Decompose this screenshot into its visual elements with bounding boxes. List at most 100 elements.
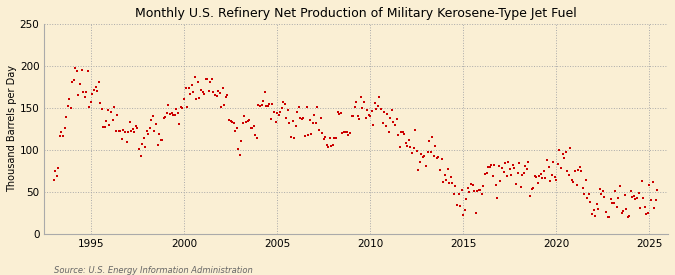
Point [236, 139, 247, 143]
Point [593, 207, 603, 212]
Point [123, 130, 134, 135]
Point [628, 194, 639, 198]
Point [568, 180, 578, 184]
Point [232, 126, 242, 130]
Point [132, 126, 143, 130]
Point [624, 214, 634, 218]
Point [410, 127, 421, 132]
Point [230, 129, 240, 134]
Point [250, 133, 261, 138]
Point [618, 209, 628, 213]
Point [301, 105, 312, 109]
Point [639, 205, 650, 209]
Point [284, 121, 295, 125]
Point [388, 120, 399, 125]
Point [452, 203, 462, 207]
Point [444, 181, 455, 185]
Point [389, 122, 400, 127]
Point [421, 164, 431, 168]
Point [72, 69, 82, 73]
Point [375, 106, 386, 111]
Point [256, 103, 267, 108]
Point [182, 105, 192, 109]
Point [599, 194, 610, 199]
Point [576, 169, 587, 174]
Point [442, 167, 453, 171]
Point [453, 192, 464, 197]
Point [286, 135, 296, 140]
Point [51, 174, 62, 178]
Y-axis label: Thousand Barrels per Day: Thousand Barrels per Day [7, 65, 17, 192]
Point [367, 109, 377, 114]
Text: Source: U.S. Energy Information Administration: Source: U.S. Energy Information Administ… [54, 266, 252, 275]
Point [633, 191, 644, 196]
Point [117, 137, 128, 141]
Point [144, 126, 155, 131]
Point [456, 188, 467, 192]
Point [520, 164, 531, 168]
Point [506, 173, 517, 177]
Point [86, 100, 97, 104]
Point [136, 142, 147, 146]
Point [484, 165, 495, 170]
Point [546, 172, 557, 177]
Point [247, 126, 258, 130]
Point [500, 161, 510, 165]
Point [497, 166, 508, 170]
Point [107, 118, 118, 122]
Point [134, 147, 144, 151]
Point [67, 80, 78, 84]
Point [467, 183, 478, 188]
Point [101, 119, 112, 123]
Point [177, 106, 188, 110]
Point [570, 168, 580, 173]
Point [265, 117, 276, 121]
Point [363, 113, 374, 117]
Point [180, 86, 191, 90]
Point [431, 156, 442, 160]
Point [190, 75, 200, 80]
Point [608, 200, 619, 205]
Point [590, 213, 601, 218]
Point [115, 129, 126, 133]
Point [351, 100, 362, 104]
Point [148, 114, 159, 118]
Point [238, 121, 248, 125]
Point [59, 125, 70, 130]
Point [571, 183, 582, 187]
Point [349, 105, 360, 110]
Point [50, 169, 61, 173]
Point [146, 117, 157, 122]
Point [57, 133, 68, 138]
Point [468, 189, 479, 193]
Point [289, 136, 300, 140]
Point [78, 90, 88, 94]
Point [276, 106, 287, 110]
Point [472, 188, 483, 193]
Point [258, 98, 269, 103]
Point [244, 117, 254, 122]
Point [183, 86, 194, 90]
Point [292, 109, 302, 114]
Point [240, 120, 251, 125]
Point [411, 148, 422, 153]
Point [610, 189, 621, 194]
Point [325, 136, 335, 140]
Point [304, 117, 315, 122]
Point [369, 101, 380, 105]
Point [413, 167, 424, 172]
Point [393, 133, 404, 138]
Point [447, 181, 458, 185]
Point [486, 163, 497, 167]
Point [433, 155, 444, 159]
Point [619, 193, 630, 197]
Point [441, 178, 452, 182]
Point [167, 113, 178, 117]
Point [391, 117, 402, 122]
Point [222, 93, 233, 98]
Point [253, 103, 264, 107]
Point [300, 134, 310, 138]
Point [340, 130, 351, 134]
Point [269, 110, 279, 114]
Point [248, 123, 259, 128]
